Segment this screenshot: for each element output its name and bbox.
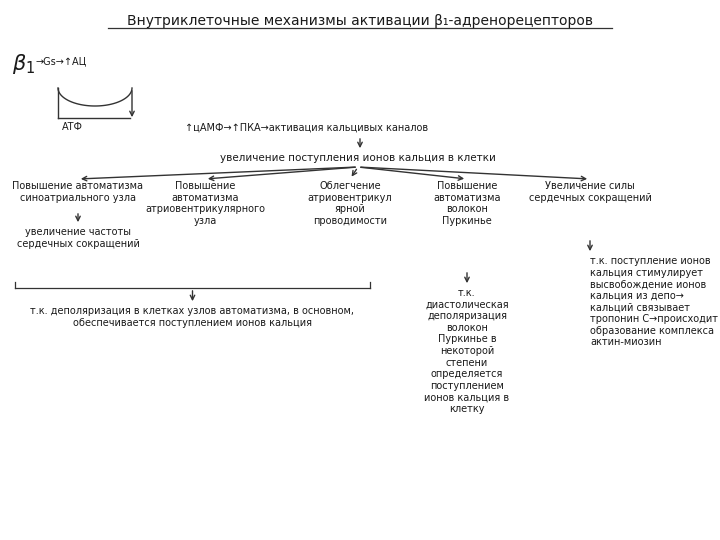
Text: Повышение автоматизма
синоатриального узла: Повышение автоматизма синоатриального уз… [12, 181, 143, 202]
Text: Повышение
автоматизма
атриовентрикулярного
узла: Повышение автоматизма атриовентрикулярно… [145, 181, 265, 226]
Text: АТФ: АТФ [61, 122, 83, 132]
Text: $\beta_1$: $\beta_1$ [12, 52, 35, 76]
Text: →Gs→↑АЦ: →Gs→↑АЦ [36, 56, 87, 66]
Text: Внутриклеточные механизмы активации β₁-адренорецепторов: Внутриклеточные механизмы активации β₁-а… [127, 14, 593, 28]
Text: ↑цАМФ→↑ПКА→активация кальцивых каналов: ↑цАМФ→↑ПКА→активация кальцивых каналов [185, 123, 428, 133]
Text: увеличение частоты
сердечных сокращений: увеличение частоты сердечных сокращений [17, 227, 140, 248]
Text: увеличение поступления ионов кальция в клетки: увеличение поступления ионов кальция в к… [220, 153, 496, 163]
Text: Повышение
автоматизма
волокон
Пуркинье: Повышение автоматизма волокон Пуркинье [433, 181, 500, 226]
Text: т.к. деполяризация в клетках узлов автоматизма, в основном,
обеспечивается посту: т.к. деполяризация в клетках узлов автом… [30, 306, 354, 328]
Text: Облегчение
атриовентрикул
ярной
проводимости: Облегчение атриовентрикул ярной проводим… [307, 181, 392, 226]
Text: Увеличение силы
сердечных сокращений: Увеличение силы сердечных сокращений [528, 181, 652, 202]
Text: т.к.
диастолическая
деполяризация
волокон
Пуркинье в
некоторой
степени
определяе: т.к. диастолическая деполяризация волоко… [424, 288, 510, 414]
Text: т.к. поступление ионов
кальция стимулирует
высвобождение ионов
кальция из депо→
: т.к. поступление ионов кальция стимулиру… [590, 256, 718, 347]
